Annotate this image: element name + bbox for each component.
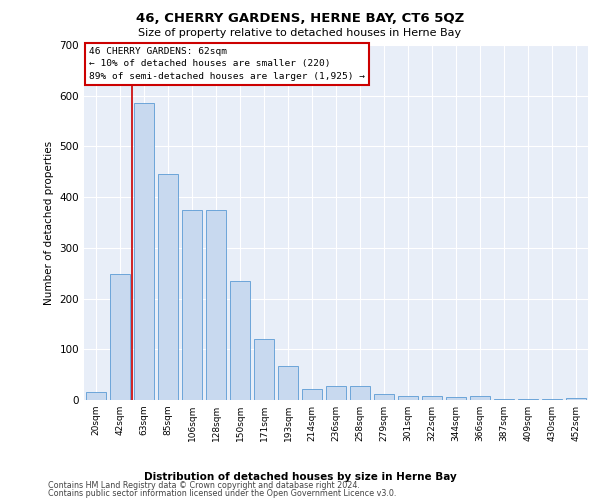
Bar xyxy=(158,174,178,400)
Bar xyxy=(326,386,346,400)
Bar xyxy=(86,392,106,400)
Bar xyxy=(494,399,514,400)
Bar xyxy=(566,398,586,400)
Bar xyxy=(110,274,130,400)
Bar xyxy=(374,394,394,400)
Text: 46 CHERRY GARDENS: 62sqm
← 10% of detached houses are smaller (220)
89% of semi-: 46 CHERRY GARDENS: 62sqm ← 10% of detach… xyxy=(89,47,365,81)
Y-axis label: Number of detached properties: Number of detached properties xyxy=(44,140,54,304)
Bar xyxy=(422,396,442,400)
Bar xyxy=(254,339,274,400)
Text: 46, CHERRY GARDENS, HERNE BAY, CT6 5QZ: 46, CHERRY GARDENS, HERNE BAY, CT6 5QZ xyxy=(136,12,464,26)
Bar xyxy=(398,396,418,400)
Bar xyxy=(278,366,298,400)
Text: Contains public sector information licensed under the Open Government Licence v3: Contains public sector information licen… xyxy=(48,490,397,498)
Bar xyxy=(182,210,202,400)
Text: Distribution of detached houses by size in Herne Bay: Distribution of detached houses by size … xyxy=(143,472,457,482)
Bar xyxy=(230,281,250,400)
Bar xyxy=(446,397,466,400)
Text: Size of property relative to detached houses in Herne Bay: Size of property relative to detached ho… xyxy=(139,28,461,38)
Bar xyxy=(302,389,322,400)
Text: Contains HM Land Registry data © Crown copyright and database right 2024.: Contains HM Land Registry data © Crown c… xyxy=(48,481,360,490)
Bar xyxy=(134,104,154,400)
Bar xyxy=(350,386,370,400)
Bar xyxy=(470,396,490,400)
Bar xyxy=(206,210,226,400)
